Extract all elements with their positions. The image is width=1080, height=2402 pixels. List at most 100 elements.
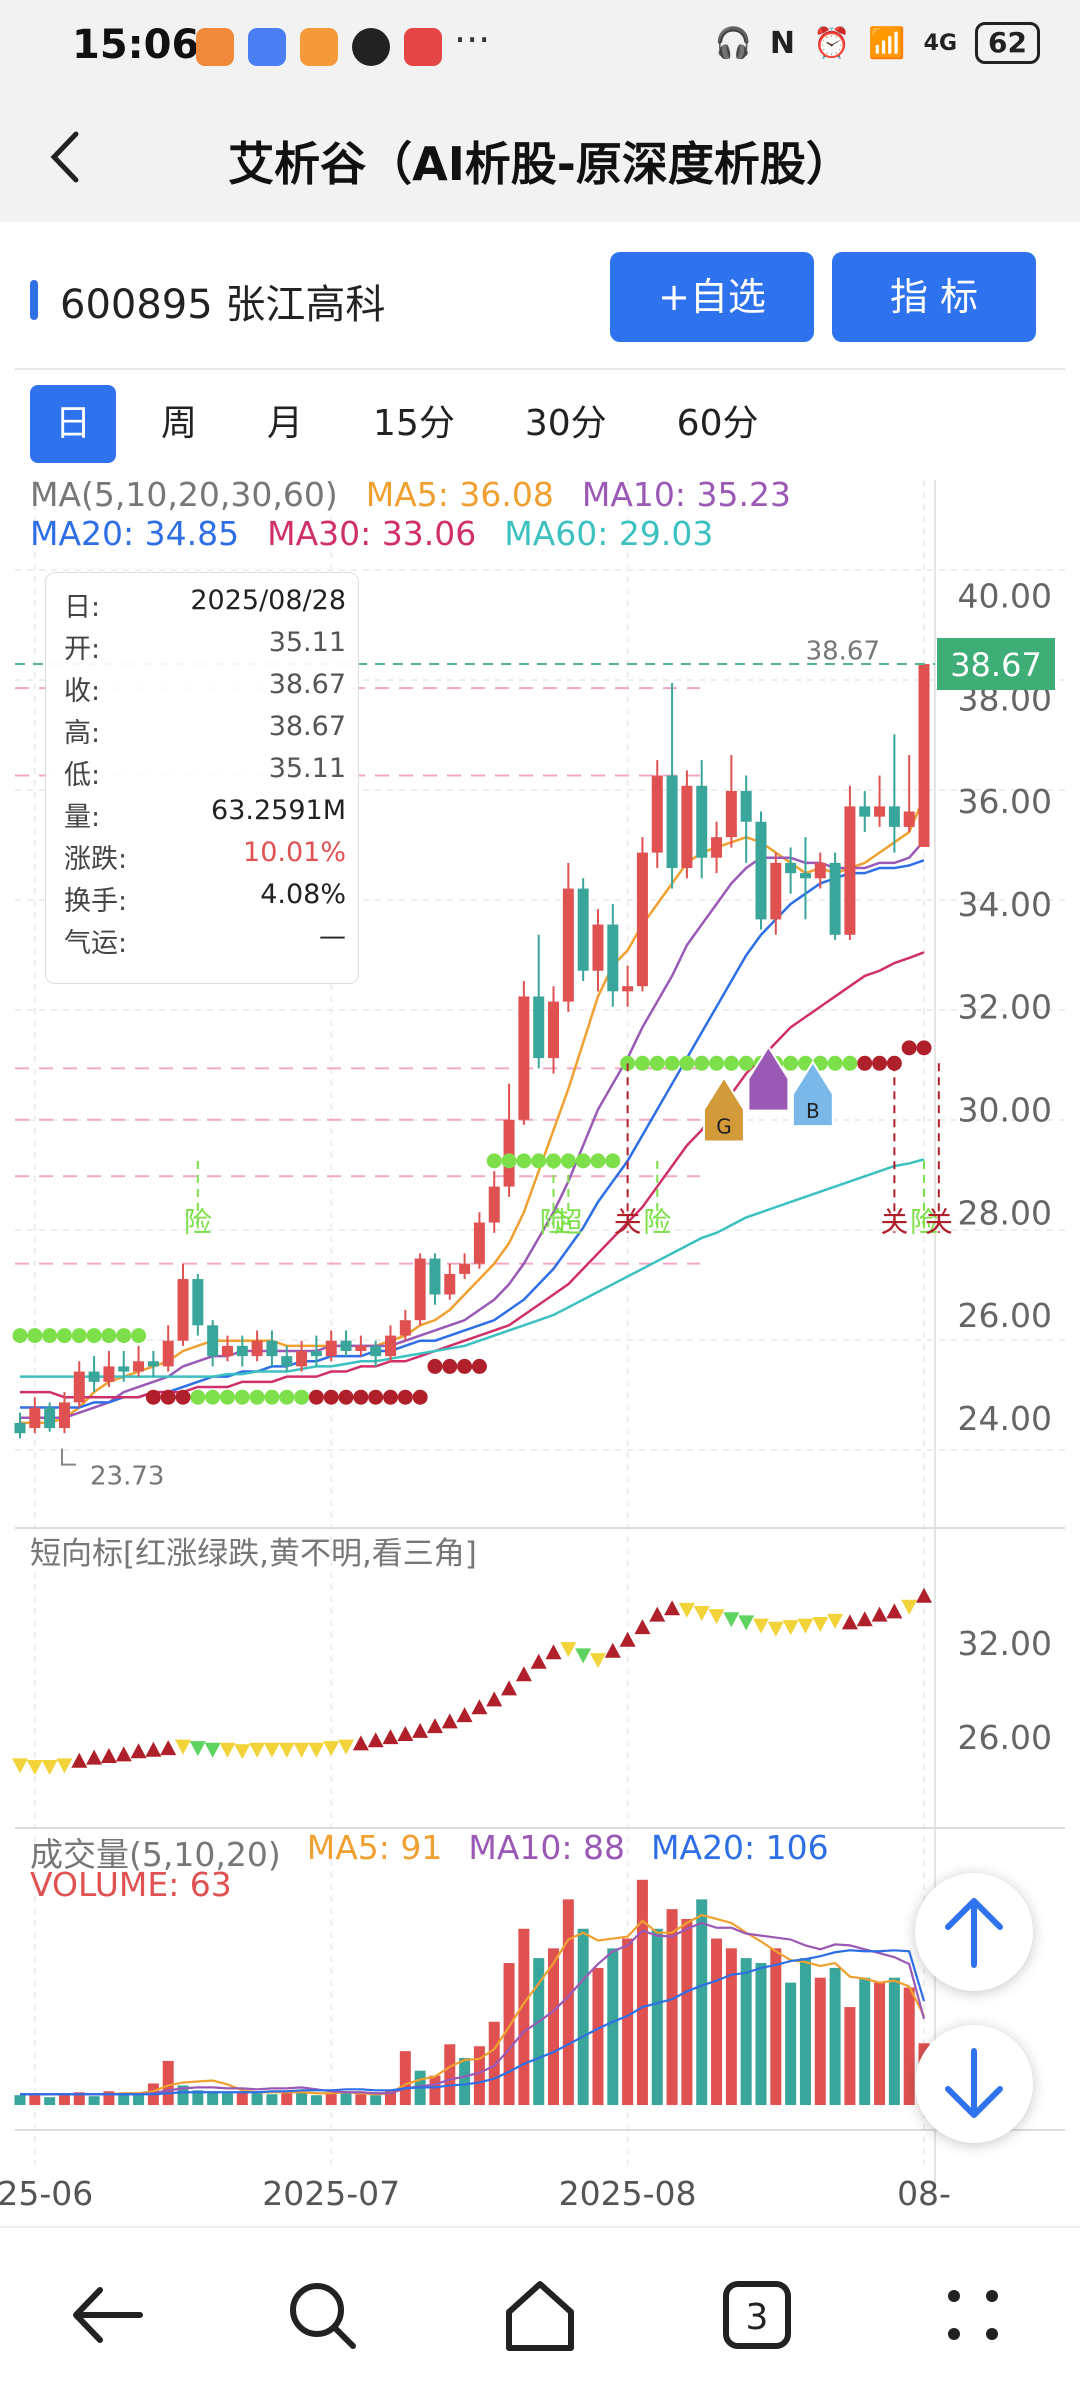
arrow-up-icon	[945, 1898, 1003, 1968]
badge-b	[791, 1060, 834, 1128]
short-triangle	[352, 1735, 369, 1751]
app-notification-icon	[300, 28, 338, 66]
short-triangle	[412, 1722, 429, 1738]
signal-dot	[442, 1358, 458, 1374]
signal-dot	[12, 1328, 28, 1344]
signal-dot	[190, 1389, 206, 1405]
nav-home-button[interactable]	[495, 2270, 585, 2360]
signal-dot	[709, 1055, 725, 1071]
y-tick-label: 40.00	[958, 577, 1052, 616]
volume-bar	[118, 2093, 130, 2105]
battery-indicator: 62	[975, 22, 1040, 64]
short-y-tick-label: 32.00	[958, 1624, 1052, 1663]
ma-line-ma10	[20, 839, 925, 1420]
svg-text:3: 3	[746, 2297, 769, 2338]
candle-body	[636, 852, 648, 987]
signal-dot	[56, 1328, 72, 1344]
short-triangle	[649, 1606, 666, 1622]
short-triangle	[456, 1707, 473, 1723]
short-triangle	[634, 1619, 651, 1635]
y-tick-label: 34.00	[958, 885, 1052, 924]
candle-body	[666, 775, 678, 869]
volume-bar	[888, 1977, 900, 2105]
back-button[interactable]	[40, 122, 100, 192]
nav-back-button[interactable]	[62, 2270, 152, 2360]
network-type: 4G	[923, 30, 958, 56]
signal-dot	[131, 1328, 147, 1344]
signal-dot	[264, 1389, 280, 1405]
scroll-up-button[interactable]	[915, 1873, 1033, 1991]
candle-body	[118, 1366, 130, 1372]
candle-body	[459, 1263, 471, 1274]
candle-body	[103, 1366, 115, 1382]
candle-body	[770, 862, 782, 920]
arrow-left-icon	[73, 2287, 143, 2343]
candle-info-panel: 日: 2025/08/28 开: 35.11 收: 38.67 高: 38.67 低: 3…	[45, 572, 359, 984]
short-triangle	[219, 1742, 236, 1758]
nav-tabs-button[interactable]: 3	[712, 2270, 802, 2360]
ma-line-ma60	[20, 1158, 925, 1378]
short-triangle	[441, 1713, 458, 1729]
volume-bar	[725, 1948, 737, 2105]
candle-body	[221, 1345, 233, 1357]
tab-day[interactable]: 日	[30, 385, 117, 463]
candle-body	[133, 1361, 145, 1372]
short-triangle	[12, 1758, 28, 1774]
stock-chart[interactable]: 40.0038.0036.0034.0032.0030.0028.0026.00…	[0, 470, 1080, 2210]
tab-month[interactable]: 月	[267, 403, 304, 444]
short-triangle	[41, 1760, 58, 1775]
app-notification-icon	[196, 28, 234, 66]
tab-60min[interactable]: 60分	[676, 403, 759, 444]
nav-search-button[interactable]	[277, 2270, 367, 2360]
candle-body	[473, 1222, 485, 1264]
tab-30min[interactable]: 30分	[524, 403, 607, 444]
candle-body	[266, 1340, 278, 1357]
status-time: 15:06	[72, 22, 200, 68]
short-triangle	[767, 1621, 784, 1637]
short-triangle	[115, 1746, 132, 1762]
signal-dot	[842, 1055, 858, 1071]
indicator-button[interactable]: 指 标	[832, 252, 1036, 342]
volume-bar	[251, 2093, 263, 2105]
info-high: 高: 38.67	[64, 711, 346, 749]
low-pointer-icon	[61, 1448, 76, 1466]
signal-dot	[42, 1328, 58, 1344]
home-icon	[506, 2281, 574, 2351]
candles	[14, 664, 930, 1439]
volume-bar	[562, 1899, 574, 2105]
candle-body	[444, 1273, 456, 1295]
tab-week[interactable]: 周	[161, 403, 198, 444]
signal-dot	[27, 1328, 43, 1344]
tab-15min[interactable]: 15分	[373, 403, 455, 444]
nfc-icon: N	[769, 25, 795, 61]
short-triangle	[782, 1620, 799, 1636]
volume-bar	[548, 1948, 560, 2105]
ma-legend-row-2: MA20: 34.85 MA30: 33.06 MA60: 29.03	[30, 514, 713, 553]
info-close: 收: 38.67	[64, 669, 346, 707]
short-triangle	[249, 1742, 266, 1758]
arrow-down-icon	[945, 2048, 1003, 2118]
scroll-down-button[interactable]	[915, 2025, 1033, 2143]
nav-menu-button[interactable]	[928, 2270, 1018, 2360]
last-price-tag	[937, 638, 1055, 691]
candle-body	[918, 664, 930, 847]
add-watchlist-button[interactable]: +自选	[610, 252, 814, 342]
high-price-label: 38.67	[806, 637, 880, 667]
short-triangle	[871, 1606, 888, 1622]
signal-dot	[605, 1153, 621, 1169]
status-bar: 15:06 ··· 🎧 N ⏰ 📶 4G 62	[0, 0, 1080, 92]
short-indicator-title: 短向标[红涨绿跌,黄不明,看三角]	[30, 1536, 477, 1572]
short-triangle	[367, 1732, 384, 1748]
volume-bar	[44, 2097, 56, 2105]
volume-bar	[192, 2090, 204, 2105]
candle-body	[58, 1402, 70, 1429]
volume-bar	[622, 1938, 634, 2105]
ma10-legend: MA10: 35.23	[581, 475, 791, 514]
volume-bar	[88, 2096, 100, 2105]
volume-bar	[636, 1879, 648, 2105]
candle-body	[296, 1350, 308, 1367]
short-triangle	[501, 1680, 518, 1696]
app-notification-icon	[404, 28, 442, 66]
volume-bar	[340, 2091, 352, 2105]
short-triangle	[827, 1613, 844, 1629]
